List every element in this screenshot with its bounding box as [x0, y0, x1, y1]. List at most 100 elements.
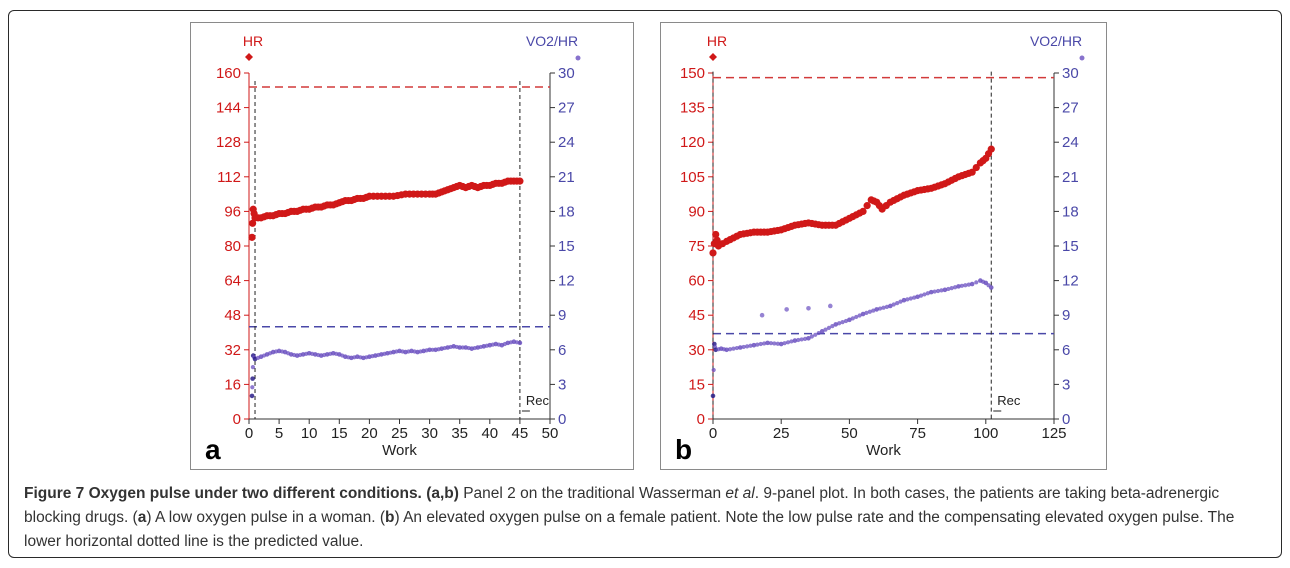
caption-panels-ref: (a,b) [426, 485, 459, 502]
hr-point-interp [863, 202, 871, 210]
vo2hr-point-interp [908, 296, 913, 301]
x-tick-label: 0 [245, 425, 253, 442]
left-tick-label: 64 [224, 273, 241, 290]
left-tick-label: 96 [224, 203, 241, 220]
caption-text-3: ) A low oxygen pulse in a woman. ( [146, 509, 386, 526]
right-tick-label: 24 [558, 134, 575, 151]
right-tick-label: 27 [558, 100, 575, 117]
vo2hr-point-interp [837, 321, 842, 326]
vo2hr-point [874, 307, 879, 312]
vo2hr-point-interp [816, 330, 821, 336]
vo2hr-point-interp [949, 285, 954, 291]
x-tick-label: 75 [909, 425, 926, 442]
vo2hr-outlier-point [784, 307, 789, 312]
left-tick-label: 150 [680, 65, 705, 82]
right-tick-label: 27 [1062, 100, 1079, 117]
vo2hr-point-interp [843, 318, 849, 324]
left-tick-label: 128 [216, 134, 241, 151]
vo2hr-point-interp [881, 305, 886, 310]
figure-frame [8, 10, 1282, 558]
x-axis-label: Work [866, 442, 901, 459]
vo2hr-point-interp [762, 341, 767, 346]
x-tick-label: 30 [421, 425, 438, 442]
vo2hr-point-interp [250, 385, 255, 390]
panel-letter: b [675, 434, 692, 465]
hr-point [987, 145, 995, 153]
vo2hr-point-interp [830, 324, 835, 329]
left-tick-label: 0 [697, 411, 705, 428]
vo2hr-point-interp [250, 365, 256, 370]
caption-text-1: Panel 2 on the traditional Wasserman [458, 485, 726, 502]
figure-caption: Figure 7 Oxygen pulse under two differen… [24, 482, 1264, 554]
left-tick-label: 135 [680, 100, 705, 117]
vo2hr-point-interp [745, 344, 750, 349]
vo2hr-point [751, 342, 757, 348]
vo2hr-point-interp [891, 302, 896, 307]
hr-point-interp [713, 236, 721, 244]
left-tick-label: 45 [688, 307, 705, 324]
left-tick-label: 112 [217, 169, 241, 186]
vo2hr-point [517, 340, 523, 346]
vo2hr-outlier-point [806, 305, 811, 311]
x-tick-label: 35 [451, 425, 468, 442]
vo2hr-point-interp [939, 288, 944, 293]
vo2hr-point-interp [840, 320, 845, 325]
vo2hr-point-interp [932, 289, 937, 294]
vo2hr-point [988, 285, 994, 290]
right-tick-label: 9 [1062, 307, 1070, 324]
vo2hr-point-interp [731, 346, 736, 351]
left-tick-label: 90 [688, 203, 705, 220]
vo2hr-point-interp [758, 341, 763, 347]
vo2hr-point-interp [854, 314, 859, 320]
vo2hr-point-interp [727, 347, 733, 352]
hr-point-interp [972, 163, 980, 172]
vo2hr-point-interp [871, 308, 876, 313]
caption-label-a: a [137, 509, 147, 526]
x-axis-label: Work [382, 442, 417, 459]
x-tick-label: 20 [361, 425, 378, 442]
vo2hr-point [778, 341, 784, 347]
vo2hr-point [737, 345, 743, 350]
left-tick-label: 15 [688, 376, 705, 393]
vo2hr-point-interp [857, 313, 862, 318]
hr-point [248, 233, 256, 241]
right-tick-label: 21 [1062, 169, 1079, 186]
vo2hr-point-interp [918, 293, 924, 298]
vo2hr-point-interp [912, 295, 917, 300]
right-tick-label: 12 [1062, 273, 1079, 290]
vo2hr-legend-marker [575, 55, 581, 61]
right-tick-label: 3 [558, 376, 566, 393]
x-tick-label: 50 [841, 425, 858, 442]
x-tick-label: 15 [331, 425, 348, 442]
x-tick-label: 50 [542, 425, 559, 442]
vo2hr-point-interp [946, 286, 951, 292]
vo2hr-point-interp [711, 367, 716, 373]
vo2hr-axis-label: VO2/HR [526, 33, 578, 49]
vo2hr-point-interp [905, 297, 910, 302]
vo2hr-point-interp [799, 337, 804, 342]
chart-b-svg: 0 15 30 45 60 75 90 105 120 135 150 0 3 6 9 12 15 18 21 24 2… [675, 33, 1085, 465]
vo2hr-point [819, 329, 825, 334]
vo2hr-point-interp [877, 306, 883, 311]
vo2hr-point [806, 335, 811, 341]
rec-annotation: Rec [997, 393, 1021, 408]
left-tick-label: 160 [216, 65, 241, 82]
vo2hr-point-interp [826, 325, 832, 330]
vo2hr-point [765, 340, 770, 346]
vo2hr-point [724, 347, 729, 353]
x-tick-label: 25 [773, 425, 790, 442]
left-tick-label: 120 [680, 134, 705, 151]
vo2hr-point-interp [953, 285, 958, 290]
vo2hr-point-interp [935, 288, 941, 294]
right-tick-label: 18 [1062, 203, 1079, 220]
chart-a-svg: 0 16 32 48 64 80 96 112 128 144 160 0 3 6 9 12 15 18 21 24 2… [205, 33, 581, 465]
vo2hr-outlier-point [828, 303, 833, 309]
vo2hr-point-interp [895, 300, 900, 306]
vo2hr-point-interp [775, 341, 780, 346]
hr-point-interp [249, 219, 257, 227]
vo2hr-point [249, 393, 255, 399]
vo2hr-point [860, 311, 866, 317]
left-tick-label: 30 [688, 342, 705, 359]
vo2hr-point [457, 345, 463, 350]
caption-text-2: . 9-panel plot. In both cases, the patie… [24, 485, 1220, 526]
